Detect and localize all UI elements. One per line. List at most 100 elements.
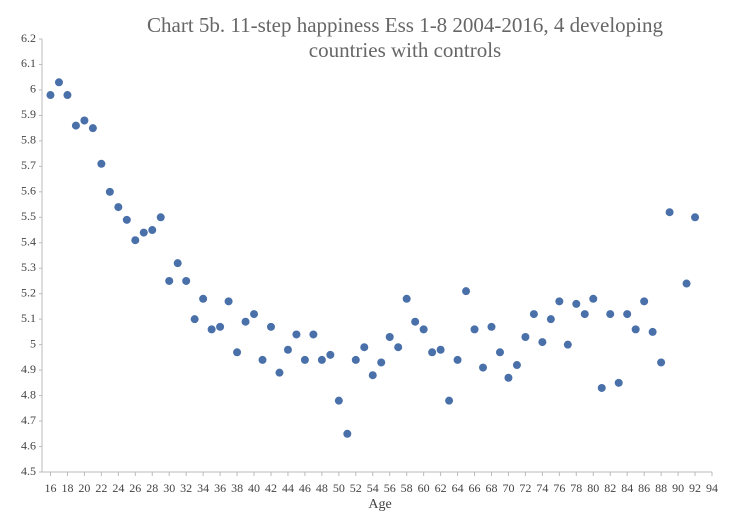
point bbox=[122, 215, 131, 224]
point bbox=[394, 343, 403, 352]
x-tick-label: 20 bbox=[78, 481, 90, 495]
y-tick-label: 4.8 bbox=[21, 387, 36, 401]
point bbox=[190, 315, 199, 324]
point bbox=[648, 327, 657, 336]
point bbox=[555, 297, 564, 306]
point bbox=[631, 325, 640, 334]
y-tick-label: 5.6 bbox=[21, 184, 36, 198]
point bbox=[300, 355, 309, 364]
point bbox=[589, 294, 598, 303]
y-tick-label: 5.3 bbox=[21, 260, 36, 274]
y-tick-label: 5.5 bbox=[21, 209, 36, 223]
x-tick-label: 54 bbox=[367, 481, 379, 495]
point bbox=[216, 322, 225, 331]
point bbox=[360, 343, 369, 352]
x-tick-label: 70 bbox=[502, 481, 514, 495]
point bbox=[385, 333, 394, 342]
point bbox=[428, 348, 437, 357]
point bbox=[105, 187, 114, 196]
point bbox=[377, 358, 386, 367]
point bbox=[402, 294, 411, 303]
point bbox=[199, 294, 208, 303]
point bbox=[139, 228, 148, 237]
point bbox=[512, 361, 521, 370]
x-tick-label: 64 bbox=[452, 481, 464, 495]
y-tick-label: 6.2 bbox=[21, 31, 36, 45]
x-tick-label: 58 bbox=[401, 481, 413, 495]
point bbox=[691, 213, 700, 222]
point bbox=[233, 348, 242, 357]
point bbox=[309, 330, 318, 339]
point bbox=[343, 429, 352, 438]
point bbox=[165, 276, 174, 285]
point bbox=[614, 378, 623, 387]
x-tick-label: 86 bbox=[638, 481, 650, 495]
x-tick-label: 74 bbox=[536, 481, 548, 495]
point bbox=[275, 368, 284, 377]
y-tick-label: 5.2 bbox=[21, 285, 36, 299]
x-tick-label: 24 bbox=[112, 481, 124, 495]
point bbox=[131, 236, 140, 245]
x-tick-label: 72 bbox=[519, 481, 531, 495]
x-tick-label: 42 bbox=[265, 481, 277, 495]
x-tick-label: 44 bbox=[282, 481, 294, 495]
x-tick-label: 40 bbox=[248, 481, 260, 495]
point bbox=[682, 279, 691, 288]
chart-title: countries with controls bbox=[309, 38, 501, 62]
point bbox=[546, 315, 555, 324]
point bbox=[207, 325, 216, 334]
x-tick-label: 76 bbox=[553, 481, 565, 495]
x-tick-label: 18 bbox=[61, 481, 73, 495]
x-tick-label: 80 bbox=[587, 481, 599, 495]
point bbox=[462, 287, 471, 296]
point bbox=[148, 226, 157, 235]
point bbox=[156, 213, 165, 222]
point bbox=[580, 310, 589, 319]
y-tick-label: 4.5 bbox=[21, 464, 36, 478]
x-tick-label: 32 bbox=[180, 481, 192, 495]
point bbox=[292, 330, 301, 339]
x-tick-label: 16 bbox=[44, 481, 56, 495]
point bbox=[54, 78, 63, 87]
point bbox=[623, 310, 632, 319]
point bbox=[71, 121, 80, 130]
y-tick-label: 5.7 bbox=[21, 158, 36, 172]
x-tick-label: 28 bbox=[146, 481, 158, 495]
point bbox=[563, 340, 572, 349]
point bbox=[445, 396, 454, 405]
y-tick-label: 6 bbox=[30, 82, 36, 96]
x-tick-label: 84 bbox=[621, 481, 633, 495]
point bbox=[114, 203, 123, 212]
point bbox=[640, 297, 649, 306]
point bbox=[326, 350, 335, 359]
x-tick-label: 60 bbox=[418, 481, 430, 495]
point bbox=[258, 355, 267, 364]
point bbox=[657, 358, 666, 367]
point bbox=[368, 371, 377, 380]
point bbox=[334, 396, 343, 405]
x-tick-label: 56 bbox=[384, 481, 396, 495]
point bbox=[538, 338, 547, 347]
point bbox=[250, 310, 259, 319]
point bbox=[436, 345, 445, 354]
point bbox=[470, 325, 479, 334]
x-tick-label: 82 bbox=[604, 481, 616, 495]
y-tick-label: 5.8 bbox=[21, 133, 36, 147]
point bbox=[665, 208, 674, 217]
point bbox=[504, 373, 513, 382]
point bbox=[283, 345, 292, 354]
x-tick-label: 78 bbox=[570, 481, 582, 495]
x-tick-label: 66 bbox=[469, 481, 481, 495]
point bbox=[529, 310, 538, 319]
point bbox=[80, 116, 89, 125]
point bbox=[572, 299, 581, 308]
x-tick-label: 94 bbox=[706, 481, 718, 495]
y-tick-label: 4.6 bbox=[21, 438, 36, 452]
x-tick-label: 26 bbox=[129, 481, 141, 495]
x-tick-label: 88 bbox=[655, 481, 667, 495]
point bbox=[173, 259, 182, 268]
point bbox=[453, 355, 462, 364]
x-tick-label: 48 bbox=[316, 481, 328, 495]
